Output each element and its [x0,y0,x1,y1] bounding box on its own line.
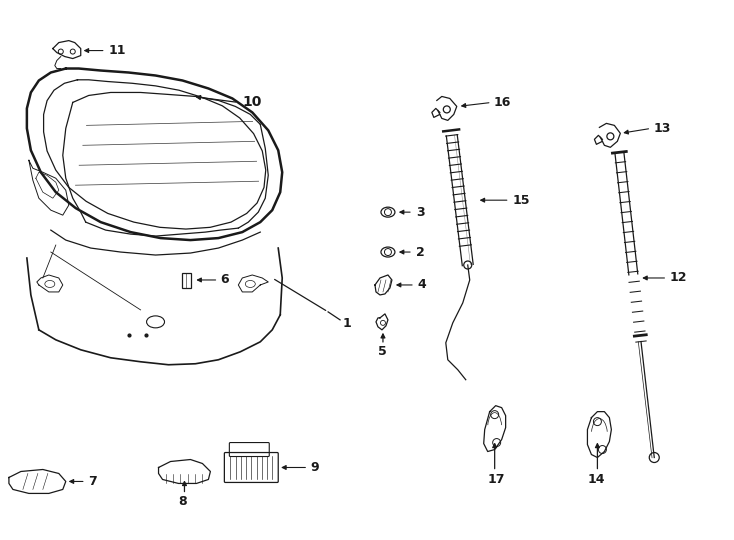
Circle shape [650,453,659,462]
Text: 9: 9 [310,461,319,474]
Bar [183,273,192,288]
Text: 4: 4 [418,279,426,292]
Text: 8: 8 [178,495,187,508]
Text: 11: 11 [109,44,126,57]
Text: 2: 2 [416,246,425,259]
Text: 5: 5 [378,345,387,358]
Text: 7: 7 [88,475,96,488]
Text: 13: 13 [653,122,671,135]
Text: 3: 3 [416,206,424,219]
Text: 17: 17 [487,473,505,486]
Text: 16: 16 [494,96,511,109]
Text: 14: 14 [587,473,605,486]
Text: 15: 15 [512,194,530,207]
Text: 12: 12 [669,272,687,285]
Text: 1: 1 [342,318,351,330]
Text: 10: 10 [242,96,262,110]
Text: 6: 6 [220,273,229,287]
